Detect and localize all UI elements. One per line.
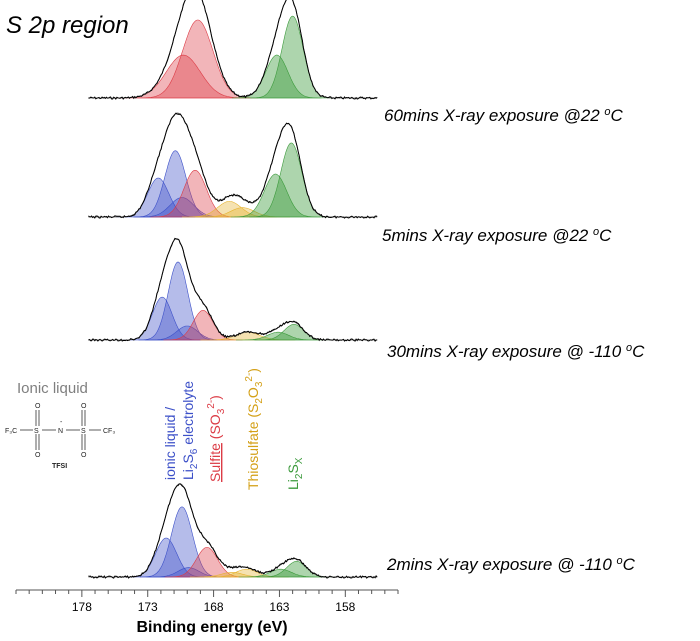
ionic-liquid-heading: Ionic liquid [17, 380, 88, 397]
trace-label-1: 5mins X-ray exposure @22 oC [382, 226, 612, 245]
tfsi-o-1: O [35, 403, 41, 410]
annotation-ionic-liquid-line1: ionic liquid / [162, 407, 178, 480]
tfsi-bonds [20, 410, 101, 450]
spectrum-0 [88, 0, 378, 100]
raw-spectrum-3 [88, 483, 378, 579]
annotation-polysulfide: Li2SX [285, 457, 305, 490]
peak-thiosulfate-1-4 [182, 201, 277, 218]
spectra-group [88, 0, 378, 579]
trace-labels: 60mins X-ray exposure @22 oC 5mins X-ray … [382, 106, 645, 574]
x-axis-title: Binding energy (eV) [136, 619, 287, 636]
trace-label-0: 60mins X-ray exposure @22 oC [384, 106, 624, 125]
x-tick-label: 168 [204, 600, 224, 614]
x-ticks: 178 173 168 163 158 [15, 590, 399, 614]
tfsi-o-2: O [35, 452, 41, 459]
fit-envelope-2 [88, 238, 378, 341]
tfsi-charge: - [60, 419, 63, 426]
tfsi-o-3: O [81, 403, 87, 410]
x-tick-label: 163 [269, 600, 289, 614]
x-axis: 178 173 168 163 158 Binding energy (eV) [15, 589, 399, 636]
spectrum-2 [88, 237, 378, 342]
tfsi-s-right: S [81, 428, 86, 435]
annotation-ionic-liquid-line2: Li2S6 electrolyte [180, 381, 200, 480]
spectrum-3 [88, 483, 378, 579]
annotation-sulfite: Sulfite (SO32-) [206, 395, 227, 482]
chart-title: S 2p region [6, 12, 129, 39]
peak-sulfite-2-3 [163, 310, 243, 341]
x-tick-label: 178 [72, 600, 92, 614]
component-annotations: ionic liquid / Li2S6 electrolyte Sulfite… [162, 368, 305, 490]
tfsi-cf3-right: CF₃ [103, 428, 115, 435]
trace-label-3: 2mins X-ray exposure @ -110 oC [386, 555, 636, 574]
peak-ionic_liquid-2-1 [138, 261, 218, 341]
tfsi-cf3-left: F₃C [5, 428, 17, 435]
tfsi-caption: TFSI [52, 463, 67, 470]
tfsi-n: N [58, 428, 63, 435]
fit-envelope-0 [88, 0, 378, 99]
spectrum-1 [88, 112, 378, 219]
x-tick-label: 158 [335, 600, 355, 614]
fit-envelope-1 [88, 112, 378, 218]
raw-spectrum-1 [88, 112, 378, 219]
peak-ionic_liquid-3-1 [139, 506, 225, 578]
tfsi-s-left: S [34, 428, 39, 435]
trace-label-2: 30mins X-ray exposure @ -110 oC [387, 342, 645, 361]
tfsi-structure-inset: Ionic liquid F₃C S N - S CF₃ O O O O TFS… [5, 380, 115, 470]
peak-polysulfide-0-2 [232, 54, 322, 99]
fit-envelope-3 [88, 483, 378, 578]
raw-spectrum-2 [88, 237, 378, 342]
peak-polysulfide-1-6 [230, 173, 321, 218]
peak-sulfite-3-3 [164, 547, 250, 578]
peak-sulfite-1-3 [150, 170, 240, 218]
raw-spectrum-0 [88, 0, 378, 100]
x-tick-label: 173 [138, 600, 158, 614]
annotation-thiosulfate: Thiosulfate (S2O32-) [244, 368, 265, 490]
tfsi-o-4: O [81, 452, 87, 459]
